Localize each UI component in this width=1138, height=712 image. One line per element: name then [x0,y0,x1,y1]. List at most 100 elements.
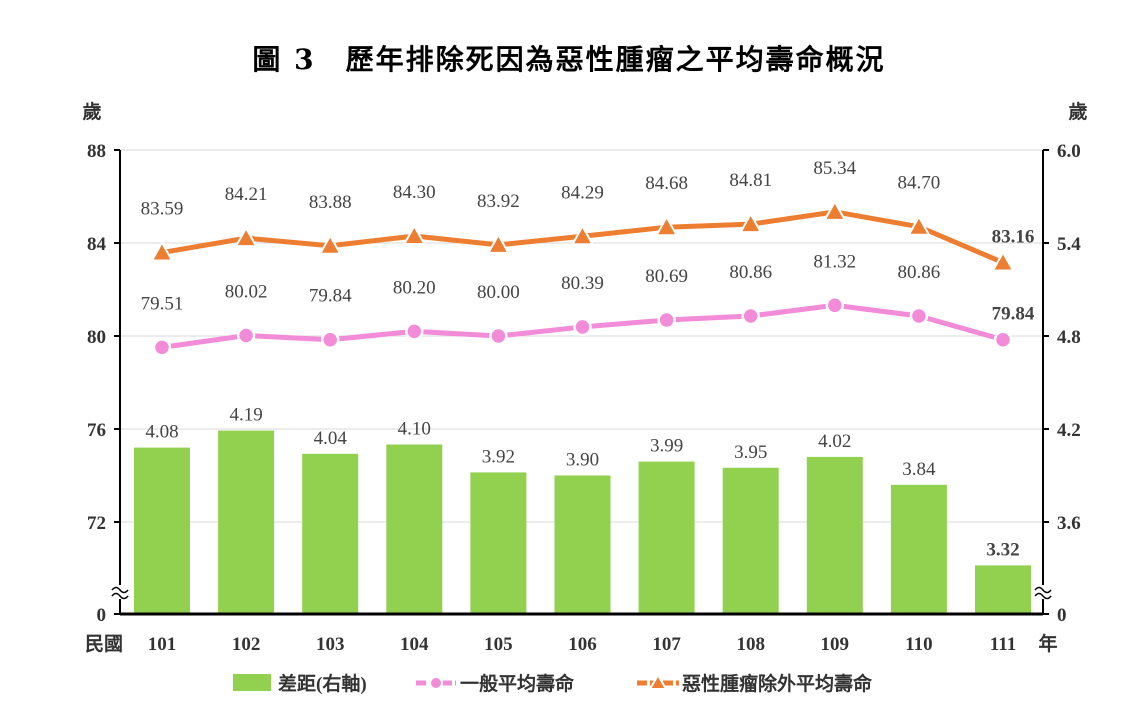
bar-value-label: 4.10 [398,419,431,440]
point-value-label: 80.86 [729,262,772,283]
bar-111 [975,565,1031,614]
bar-104 [386,444,443,614]
x-tick-label: 105 [484,634,513,655]
bar-value-label: 3.32 [986,539,1019,560]
point-value-label: 80.86 [898,262,941,283]
bar-value-label: 3.84 [902,459,936,480]
left-tick-label: 76 [87,420,106,441]
x-tick-label: 108 [736,634,765,655]
left-tick-label: 72 [87,513,106,534]
x-tick-label: 109 [821,634,850,655]
left-tick-label: 80 [87,327,106,348]
point-value-label: 84.30 [393,182,436,203]
bar-value-label: 4.02 [818,431,851,452]
x-tick-label: 111 [990,634,1016,655]
point-value-label: 79.84 [992,304,1035,325]
bar-107 [638,461,695,614]
x-tick-label: 102 [232,634,261,655]
legend-circle-icon [429,676,443,690]
legend-bar-swatch [233,674,271,691]
point-value-label: 83.92 [477,191,520,212]
legend-triangle-icon [648,672,668,690]
x-tick-label: 110 [905,634,932,655]
point-marker [657,310,676,330]
right-tick-label: 6.0 [1057,141,1081,162]
point-value-label: 79.84 [309,286,352,307]
axis-break-icon [1034,586,1052,600]
legend-label: 差距(右軸) [278,672,367,695]
point-marker [405,322,424,341]
point-value-label: 80.69 [645,266,688,287]
point-marker [150,240,174,262]
x-tick-label: 104 [400,634,429,655]
point-marker [318,233,342,255]
left-tick-label: 88 [87,141,106,162]
left-tick-label: 0 [97,605,107,626]
point-marker [234,226,258,248]
point-value-label: 81.32 [813,251,856,272]
axis-break-icon [111,586,129,600]
point-marker [825,296,845,315]
bar-value-label: 3.99 [650,436,683,457]
left-axis-unit: 歲 [82,100,101,123]
bar-109 [806,456,863,614]
point-value-label: 84.29 [561,182,604,203]
legend-label: 惡性腫瘤除外平均壽命 [682,672,873,695]
right-tick-label: 4.2 [1057,420,1081,441]
point-value-label: 85.34 [813,158,856,179]
chart-title: 圖 3 歷年排除死因為惡性腫瘤之平均壽命概況 [252,43,886,76]
bar-105 [470,472,527,614]
point-value-label: 83.16 [992,227,1035,248]
x-axis-suffix: 年 [1038,632,1057,655]
point-marker [486,232,511,254]
bar-101 [134,447,190,614]
bar-102 [218,430,275,614]
bar-value-label: 3.90 [566,450,599,471]
left-tick-label: 84 [87,234,107,255]
point-value-label: 84.70 [898,173,941,194]
x-tick-label: 103 [316,634,345,655]
point-marker [402,223,426,246]
point-value-label: 83.88 [309,192,352,213]
point-value-label: 80.20 [393,277,436,298]
point-value-label: 79.51 [141,293,184,314]
bar-value-label: 4.04 [314,428,348,449]
x-tick-label: 107 [652,634,681,655]
x-tick-label: 101 [148,634,177,655]
bar-value-label: 4.19 [229,405,262,426]
point-marker [741,306,760,326]
right-tick-label: 0 [1057,605,1067,626]
point-value-label: 84.68 [645,173,688,194]
point-value-label: 80.39 [561,273,604,294]
point-marker [991,250,1015,272]
point-value-label: 83.59 [141,199,184,220]
point-marker [152,338,172,357]
point-marker [823,199,847,221]
bar-value-label: 4.08 [145,422,178,443]
right-tick-label: 3.6 [1057,513,1081,534]
point-marker [236,326,256,345]
x-tick-label: 106 [568,634,597,655]
legend-label: 一般平均壽命 [460,672,575,695]
point-marker [993,330,1013,349]
bar-106 [554,475,611,614]
point-marker [573,317,592,337]
point-value-label: 84.21 [225,184,268,205]
point-marker [570,224,595,246]
bar-value-label: 3.95 [734,442,767,463]
x-axis-prefix: 民國 [85,633,123,655]
right-axis-unit: 歲 [1068,100,1087,123]
point-marker [320,330,340,349]
point-marker [909,306,929,326]
point-value-label: 84.81 [729,170,772,191]
point-marker [654,215,679,237]
point-value-label: 80.02 [225,282,268,303]
point-marker [739,212,763,234]
point-marker [907,214,931,236]
bar-103 [302,453,359,614]
axis-break-mask [1035,585,1051,599]
bar-108 [722,467,779,614]
point-value-label: 80.00 [477,282,520,303]
point-marker [489,326,508,346]
